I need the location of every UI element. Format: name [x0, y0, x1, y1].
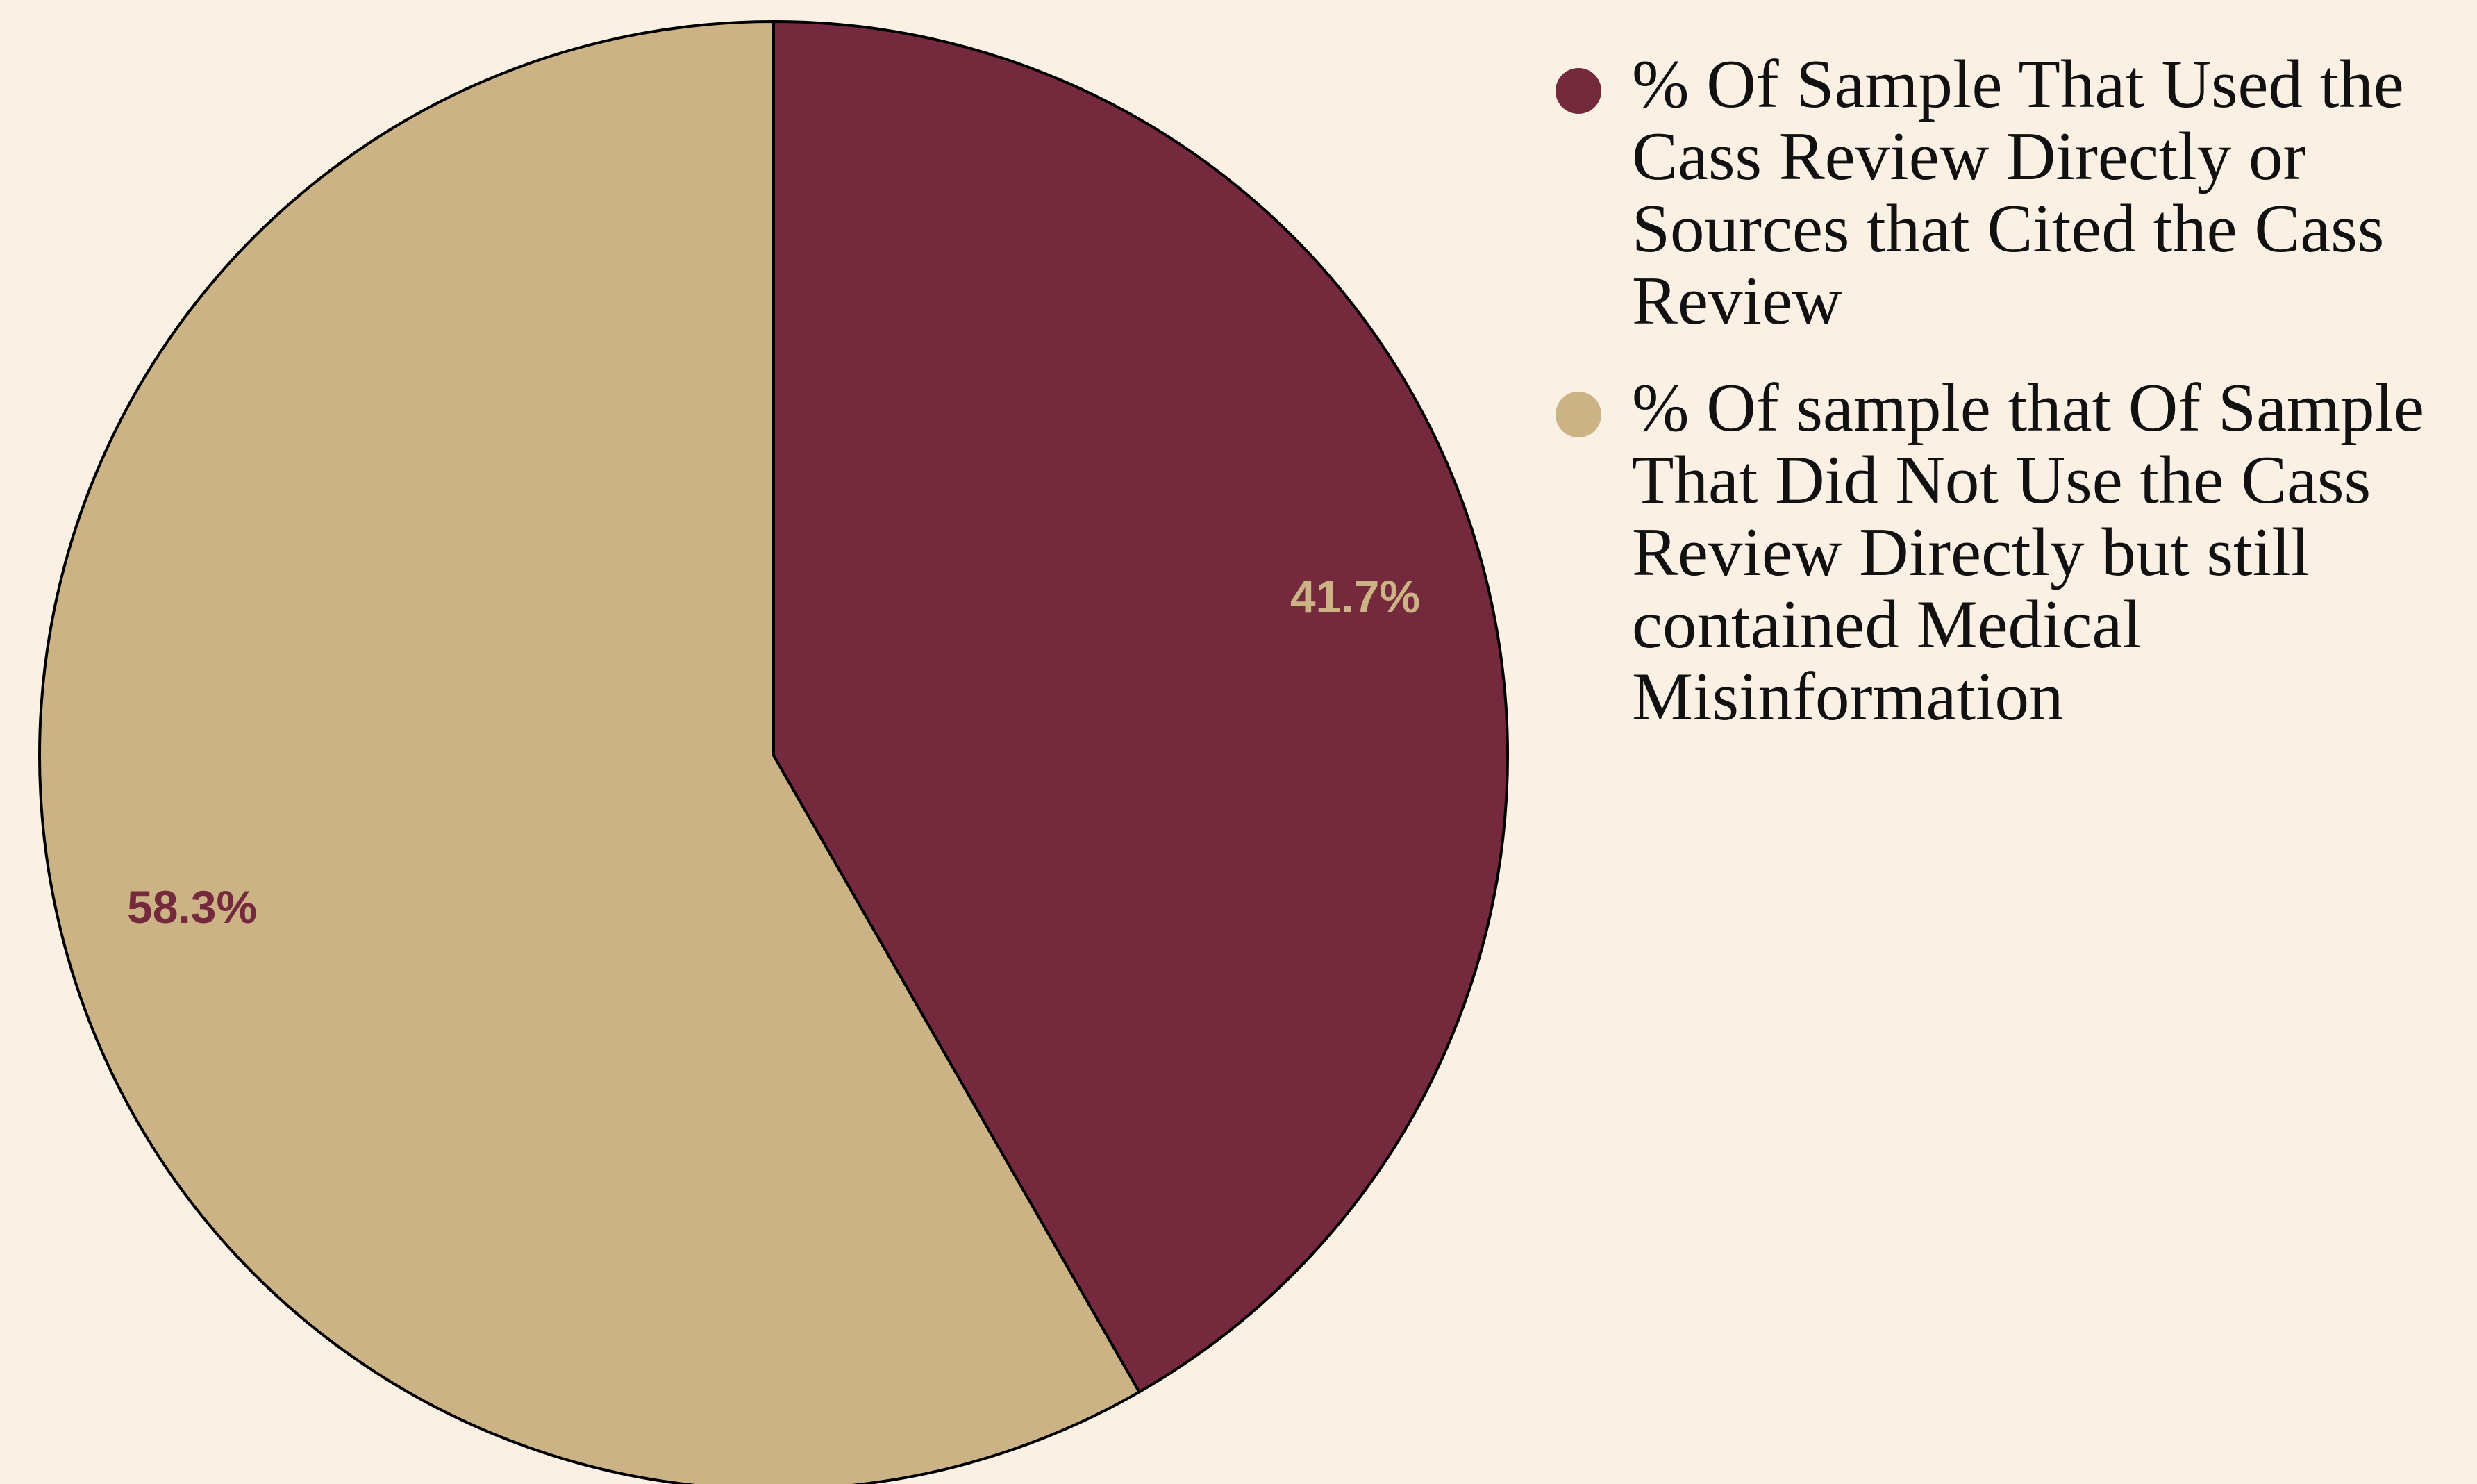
legend-item-did-not-use-cass-review: % Of sample that Of Sample That Did Not …	[1556, 372, 2458, 733]
legend-label-did-not-use-cass-review: % Of sample that Of Sample That Did Not …	[1632, 370, 2424, 735]
pie-slice-value-label-did-not-use-cass-review: 58.3%	[127, 881, 257, 933]
legend-marker-did-not-use-cass-review	[1556, 392, 1601, 437]
pie-plot-area: 41.7% 58.3%	[38, 20, 1509, 1484]
pie-slice-value-label-used-cass-review: 41.7%	[1290, 571, 1420, 622]
legend-item-used-cass-review: % Of Sample That Used the Cass Review Di…	[1556, 49, 2458, 337]
legend: % Of Sample That Used the Cass Review Di…	[1556, 49, 2458, 768]
pie-slice-did-not-use-cass-review	[38, 20, 1141, 1484]
pie-slice-used-cass-review	[772, 20, 1509, 1394]
legend-label-used-cass-review: % Of Sample That Used the Cass Review Di…	[1632, 47, 2404, 339]
legend-marker-used-cass-review	[1556, 68, 1601, 114]
